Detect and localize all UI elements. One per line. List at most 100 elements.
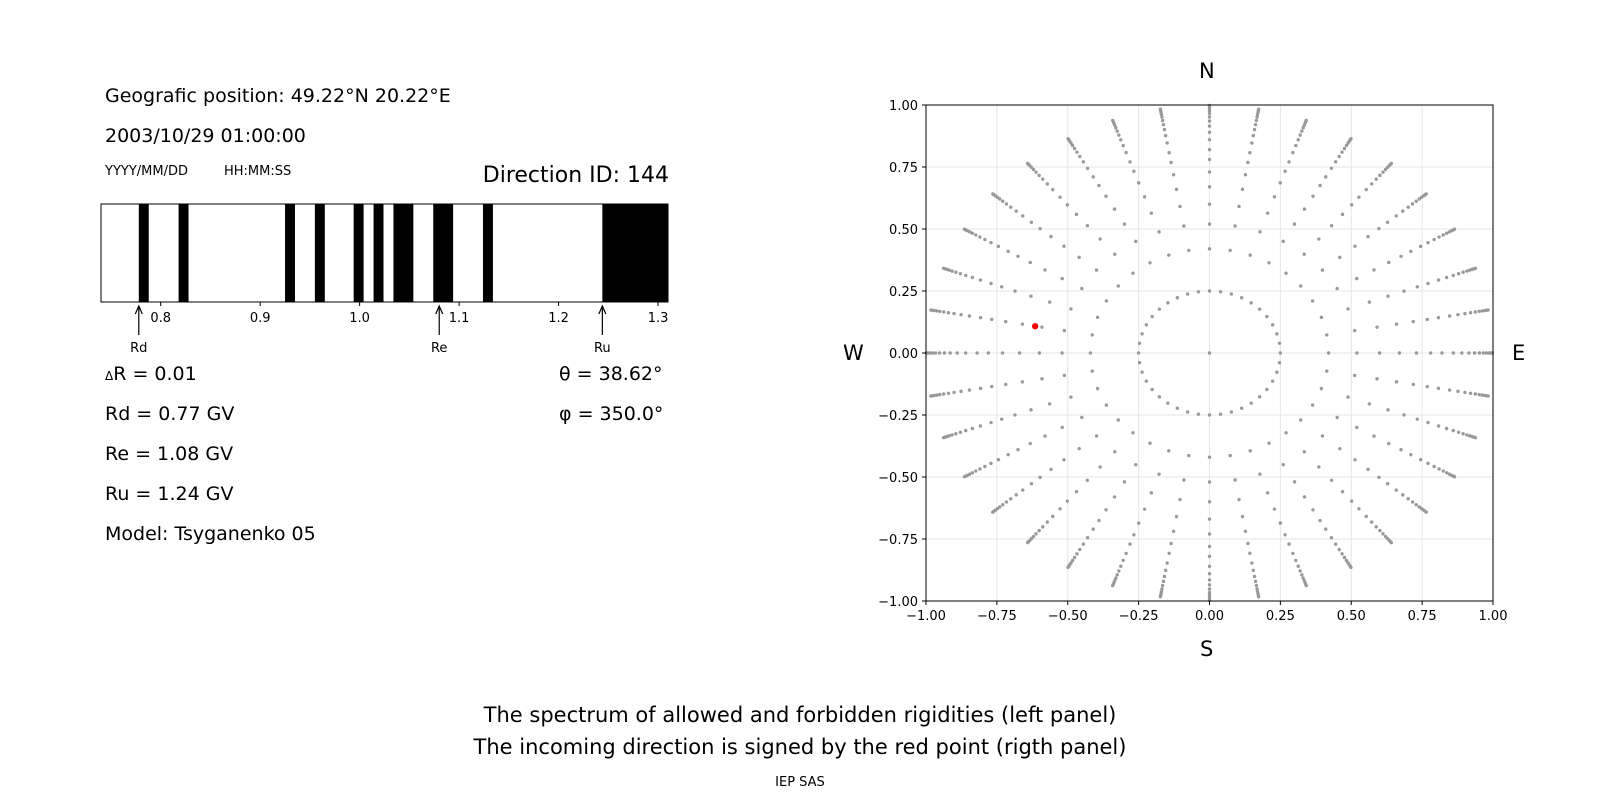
direction-point xyxy=(1477,309,1481,314)
y-tick-label: −1.00 xyxy=(878,595,918,610)
marker-arrow-head xyxy=(134,304,143,315)
direction-point xyxy=(1132,169,1136,173)
direction-point xyxy=(1406,497,1410,501)
direction-point xyxy=(1258,472,1262,476)
direction-point xyxy=(1424,510,1428,514)
direction-point xyxy=(1372,268,1376,272)
direction-point xyxy=(1028,441,1032,446)
direction-point xyxy=(1257,307,1262,311)
direction-point xyxy=(1165,141,1169,145)
direction-point xyxy=(1077,446,1081,451)
delta-symbol: Δ xyxy=(105,369,114,383)
direction-point xyxy=(1490,351,1495,355)
direction-point xyxy=(989,281,993,286)
direction-point xyxy=(1229,410,1234,414)
direction-point xyxy=(938,392,942,397)
direction-point xyxy=(1249,301,1253,305)
direction-point xyxy=(1270,323,1275,327)
direction-point xyxy=(1394,488,1398,492)
direction-point xyxy=(1091,175,1095,179)
direction-point xyxy=(1115,573,1119,577)
direction-point xyxy=(1253,579,1258,584)
direction-point xyxy=(1040,377,1044,381)
direction-point xyxy=(1249,401,1253,405)
direction-point xyxy=(974,469,978,473)
direction-point xyxy=(1291,551,1295,556)
y-tick-label: −0.25 xyxy=(878,409,918,424)
direction-point xyxy=(962,475,967,479)
direction-point xyxy=(1278,181,1282,185)
direction-point xyxy=(1299,284,1303,288)
direction-point xyxy=(1066,136,1070,141)
direction-point xyxy=(1037,351,1042,355)
direction-point xyxy=(1207,413,1212,417)
direction-point xyxy=(1088,351,1093,355)
direction-point xyxy=(1302,495,1307,499)
forbidden-band xyxy=(393,204,414,302)
direction-point xyxy=(1414,503,1418,507)
direction-point xyxy=(1051,187,1055,192)
direction-point xyxy=(1112,495,1117,499)
direction-point xyxy=(1051,514,1055,519)
direction-point xyxy=(1171,529,1176,533)
direction-point xyxy=(1456,271,1461,276)
direction-point xyxy=(1436,424,1441,428)
direction-point xyxy=(1256,595,1261,599)
direction-point xyxy=(1062,244,1066,248)
direction-point xyxy=(1320,434,1325,438)
direction-point xyxy=(1377,226,1381,231)
direction-point xyxy=(1134,239,1138,244)
spectrum-tick-label: 1.0 xyxy=(349,311,370,326)
direction-point xyxy=(1465,433,1469,437)
direction-point xyxy=(1049,467,1053,472)
direction-point xyxy=(978,386,983,391)
direction-point xyxy=(1158,107,1163,111)
direction-point xyxy=(1029,482,1034,486)
direction-point xyxy=(1299,418,1303,422)
direction-point xyxy=(1081,160,1086,164)
direction-point xyxy=(1414,199,1418,203)
direction-point xyxy=(1013,413,1017,417)
direction-point xyxy=(1250,141,1254,145)
spectrum-tick-label: 0.9 xyxy=(250,311,271,326)
direction-point xyxy=(1349,565,1353,570)
direction-point xyxy=(1456,312,1460,317)
direction-point xyxy=(1283,533,1287,537)
compass-south: S xyxy=(1200,637,1214,661)
direction-point xyxy=(1317,465,1321,469)
direction-point xyxy=(1021,488,1025,492)
direction-point xyxy=(1243,173,1248,177)
direction-point xyxy=(1157,395,1162,399)
direction-point xyxy=(1385,220,1390,224)
direction-point xyxy=(1116,284,1120,288)
direction-point xyxy=(1426,461,1430,466)
direction-point xyxy=(1272,507,1277,511)
direction-point xyxy=(1157,230,1161,234)
direction-point xyxy=(1461,432,1465,436)
direction-point xyxy=(1340,489,1345,494)
direction-point xyxy=(958,271,963,276)
direction-point xyxy=(1477,392,1481,397)
direction-point xyxy=(1265,491,1270,495)
direction-point xyxy=(1004,202,1009,206)
direction-point xyxy=(1207,500,1212,504)
direction-point xyxy=(1246,160,1250,165)
direction-point xyxy=(1318,183,1322,188)
direction-point xyxy=(1387,260,1391,265)
direction-point xyxy=(1058,507,1062,511)
marker-arrow-head xyxy=(435,304,444,315)
spectrum-chart: 0.8 0.9 1.0 1.1 1.2 1.3 Rd Re Ru xyxy=(100,203,669,356)
direction-point xyxy=(1387,441,1391,446)
direction-point xyxy=(1166,301,1170,305)
direction-point xyxy=(1137,341,1142,346)
direction-point xyxy=(1428,351,1433,355)
direction-point xyxy=(1409,249,1413,254)
direction-point xyxy=(1021,214,1025,218)
direction-point xyxy=(1169,541,1173,546)
direction-point xyxy=(1121,558,1125,563)
direction-point xyxy=(1094,268,1099,272)
direction-point xyxy=(1298,133,1302,137)
direction-point xyxy=(1301,576,1305,580)
direction-point xyxy=(959,312,963,317)
x-tick-label: −0.75 xyxy=(977,609,1017,624)
